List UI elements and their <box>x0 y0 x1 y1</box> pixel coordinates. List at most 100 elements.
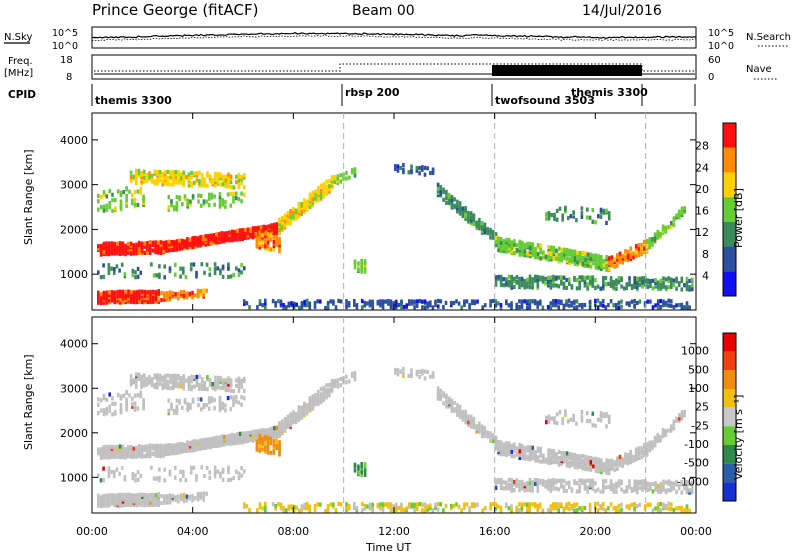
power-cell <box>275 242 278 247</box>
power-cell <box>148 240 152 245</box>
power-cell <box>626 258 630 263</box>
power-cell <box>552 274 555 279</box>
power-cell <box>278 240 281 245</box>
velocity-cell <box>688 508 691 513</box>
power-cell <box>576 259 579 264</box>
x-tick-label: 00:00 <box>76 525 108 538</box>
power-cell <box>379 299 382 304</box>
power-cell <box>580 210 584 216</box>
velocity-cell <box>680 412 684 417</box>
power-cell <box>505 277 508 282</box>
power-cell <box>691 283 694 288</box>
power-cell <box>584 257 587 262</box>
velocity-cell <box>645 443 649 448</box>
power-cell <box>560 279 563 284</box>
velocity-cell <box>156 381 159 386</box>
velocity-cell <box>625 489 629 494</box>
velocity-cell <box>142 398 145 403</box>
power-cell <box>262 230 265 235</box>
velocity-cell <box>137 450 141 455</box>
velocity-cell <box>308 396 312 401</box>
power-cell <box>138 289 141 294</box>
power-cell <box>200 262 204 267</box>
velocity-cell <box>680 490 684 495</box>
velocity-cell <box>241 431 244 436</box>
power-cell <box>475 220 478 225</box>
power-cell <box>368 299 372 304</box>
velocity-cell <box>125 403 128 408</box>
velocity-cell <box>311 394 315 399</box>
velocity-cell <box>246 438 250 444</box>
velocity-cell <box>609 486 613 492</box>
velocity-cell <box>397 505 401 511</box>
power-cell <box>165 240 168 245</box>
velocity-cell <box>646 487 650 493</box>
power-cell <box>161 171 164 176</box>
power-cell <box>520 283 524 288</box>
velocity-cell <box>667 506 670 511</box>
velocity-cell <box>542 453 545 458</box>
velocity-cell <box>155 476 158 481</box>
power-cell <box>463 299 466 304</box>
power-cell <box>547 216 551 221</box>
velocity-colorbar-label: Velocity [m s⁻¹] <box>732 395 745 480</box>
velocity-cell <box>470 502 474 507</box>
velocity-cell <box>640 446 643 451</box>
power-cell <box>314 194 317 199</box>
velocity-cell <box>289 422 292 427</box>
velocity-cell <box>105 411 109 416</box>
colorbar-swatch <box>723 389 736 408</box>
power-cell <box>473 299 477 304</box>
velocity-cell <box>97 496 100 501</box>
power-cell <box>555 248 558 253</box>
power-cell <box>171 291 175 296</box>
power-cell <box>423 165 427 170</box>
power-cell <box>243 185 246 190</box>
velocity-cell <box>226 396 230 401</box>
power-cell <box>261 233 264 238</box>
velocity-cell <box>105 407 109 412</box>
velocity-cell <box>638 485 642 490</box>
velocity-cell <box>130 493 133 498</box>
power-cell <box>175 201 179 206</box>
velocity-cell <box>118 448 122 453</box>
power-cell <box>135 245 138 250</box>
power-cell <box>258 301 262 306</box>
velocity-cell <box>292 418 295 423</box>
power-cell <box>468 303 471 308</box>
velocity-cell <box>539 478 542 483</box>
velocity-cell <box>667 488 670 493</box>
velocity-cell <box>589 459 593 465</box>
power-cell <box>547 250 550 255</box>
velocity-cell <box>303 401 306 406</box>
velocity-cell <box>629 449 633 454</box>
velocity-cell <box>664 503 668 508</box>
velocity-cell <box>536 482 540 488</box>
power-cell <box>640 252 643 257</box>
velocity-cell <box>586 465 590 470</box>
power-cell <box>609 283 613 288</box>
power-cell <box>264 244 267 249</box>
power-cell <box>387 301 390 306</box>
power-cell <box>108 205 111 210</box>
power-cell <box>649 299 652 304</box>
power-cell <box>188 291 191 296</box>
power-cell <box>494 235 498 241</box>
velocity-cell <box>134 473 137 478</box>
power-cell <box>224 182 228 187</box>
power-cell <box>604 305 608 310</box>
velocity-cell <box>169 386 172 391</box>
power-cell <box>129 247 133 252</box>
velocity-cell <box>602 479 605 484</box>
velocity-cell <box>216 383 220 388</box>
power-cell <box>505 240 508 245</box>
power-cell <box>541 275 545 280</box>
velocity-cell <box>319 395 323 400</box>
cpid-segment-2: twofsound 3503 <box>495 94 595 107</box>
velocity-cell <box>105 447 108 452</box>
power-cell <box>113 290 117 295</box>
power-cell <box>292 206 295 211</box>
velocity-cell <box>653 437 657 443</box>
velocity-cell <box>400 508 403 513</box>
velocity-cell <box>266 447 270 452</box>
